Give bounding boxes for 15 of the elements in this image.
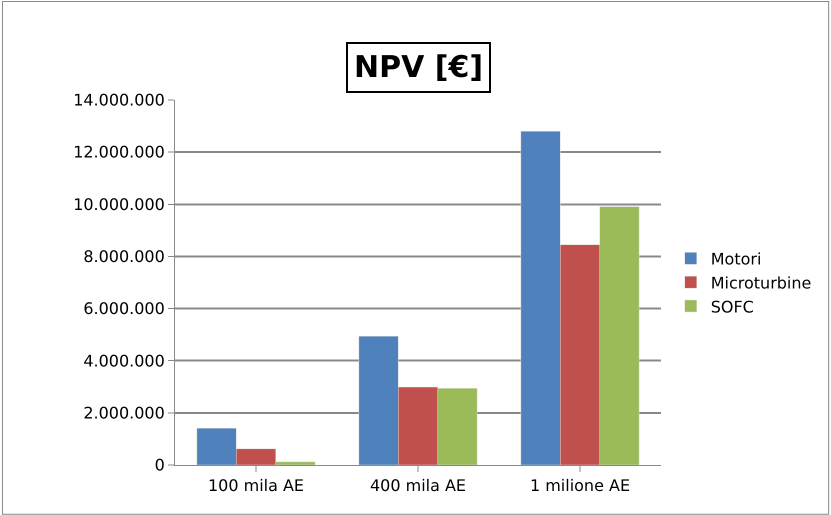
y-tick-label: 12.000.000: [73, 142, 165, 162]
legend-label: Microturbine: [710, 273, 812, 292]
legend-label: Motori: [710, 250, 762, 269]
legend-label: SOFC: [710, 297, 754, 316]
y-tick-label: 2.000.000: [83, 403, 165, 422]
y-tick-label: 14.000.000: [73, 90, 165, 110]
y-tick-label: 0: [154, 456, 165, 475]
x-tick-label: 1 milione AE: [530, 476, 630, 496]
chart-title: NPV [€]: [354, 50, 484, 85]
y-tick-label: 10.000.000: [73, 194, 165, 214]
x-tick-label: 100 mila AE: [208, 476, 304, 496]
y-tick-label: 4.000.000: [83, 351, 165, 370]
y-tick-label: 6.000.000: [83, 299, 165, 318]
x-tick-label: 400 mila AE: [370, 476, 466, 496]
y-tick-label: 8.000.000: [83, 247, 165, 266]
